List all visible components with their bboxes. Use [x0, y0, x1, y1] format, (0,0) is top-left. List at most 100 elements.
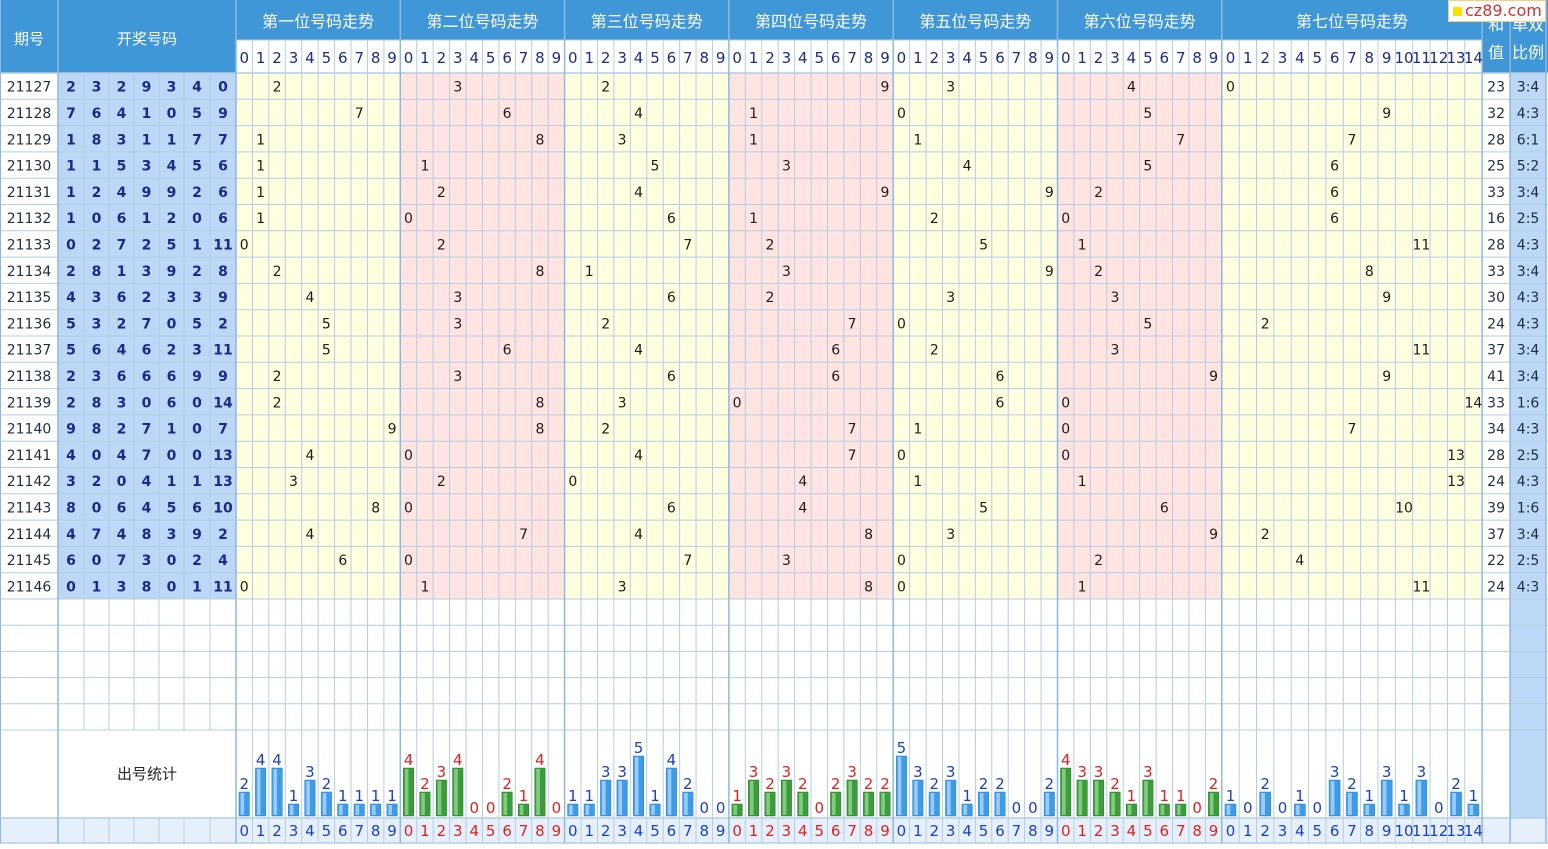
stat-bar-shine [782, 781, 787, 815]
draw-number-cell: 2 [66, 369, 76, 385]
draw-number-cell: 3 [92, 369, 102, 385]
trend-mark: 0 [897, 553, 906, 569]
stat-bar-shine [979, 793, 984, 815]
draw-number-cell: 8 [142, 527, 152, 543]
stat-count: 1 [1160, 787, 1170, 805]
stat-count: 2 [1045, 775, 1055, 793]
ratio-cell: 3:4 [1517, 527, 1540, 543]
trend-mark: 2 [437, 185, 446, 201]
stat-bar-shine [421, 793, 425, 815]
draw-number-cell: 3 [142, 553, 152, 569]
draw-number-cell: 11 [213, 343, 232, 359]
axis-digit-label: 7 [354, 822, 364, 840]
trend-mark: 6 [1330, 185, 1339, 201]
period-cell: 21146 [7, 579, 52, 595]
header-digit-label: 3 [1110, 49, 1120, 67]
header-bg-left [0, 0, 236, 73]
stat-bar [534, 767, 546, 817]
axis-digit-label: 1 [584, 822, 594, 840]
stat-count: 4 [404, 751, 414, 769]
stat-count: 2 [1260, 775, 1270, 793]
stat-count: 1 [568, 787, 578, 805]
stat-bar-shine [306, 781, 310, 815]
stat-count: 4 [535, 751, 545, 769]
stat-bar-shine [585, 805, 590, 815]
header-digit-label: 2 [765, 49, 775, 67]
draw-number-cell: 3 [167, 80, 177, 96]
trend-mark: 2 [930, 211, 939, 227]
stat-bar-shine [963, 805, 968, 815]
stat-count: 2 [765, 775, 775, 793]
trend-mark: 9 [881, 80, 890, 96]
header-digit-label: 0 [1226, 49, 1236, 67]
stat-bar-shine [454, 769, 458, 815]
stat-bar [1093, 779, 1105, 817]
trend-mark: 5 [651, 159, 660, 175]
draw-number-cell: 0 [92, 500, 102, 516]
sum-cell: 33 [1487, 395, 1505, 411]
trend-mark: 3 [618, 395, 627, 411]
trend-mark: 0 [1061, 211, 1070, 227]
header-digit-label: 4 [962, 49, 972, 67]
trend-mark: 2 [437, 237, 446, 253]
ratio-cell: 6:1 [1517, 132, 1540, 148]
trend-mark: 3 [782, 553, 791, 569]
watermark-text: cz89.com [1465, 1, 1542, 20]
header-digit-label: 8 [371, 49, 381, 67]
stat-bar-shine [1330, 781, 1335, 815]
stat-count: 2 [995, 775, 1005, 793]
axis-digit-label: 2 [765, 822, 775, 840]
trend-mark: 6 [667, 369, 676, 385]
ratio-cell: 4:3 [1517, 237, 1540, 253]
trend-mark: 2 [273, 80, 282, 96]
ratio-cell: 1:6 [1517, 500, 1540, 516]
axis-digit-label: 6 [1330, 822, 1340, 840]
trend-mark: 1 [1078, 474, 1087, 490]
stat-count: 2 [239, 775, 249, 793]
stat-bar [994, 791, 1006, 817]
period-cell: 21129 [7, 132, 52, 148]
period-cell: 21133 [7, 237, 52, 253]
stat-bar-shine [634, 757, 639, 815]
axis-digit-label: 1 [913, 822, 923, 840]
stat-bar-shine [519, 805, 524, 815]
draw-number-cell: 4 [117, 185, 127, 201]
stat-count: 1 [584, 787, 594, 805]
stat-count: 4 [667, 751, 677, 769]
stat-count: 2 [502, 775, 512, 793]
stat-bar [682, 791, 694, 817]
trend-mark: 3 [946, 290, 955, 306]
draw-number-cell: 1 [142, 106, 152, 122]
header-digit-label: 9 [552, 49, 562, 67]
trend-mark: 5 [322, 316, 331, 332]
trend-mark: 5 [322, 343, 331, 359]
axis-digit-label: 1 [1243, 822, 1253, 840]
stat-count: 0 [1312, 799, 1322, 817]
draw-number-cell: 6 [167, 369, 177, 385]
stat-bar [386, 803, 398, 817]
header-position-1: 第一位号码走势 [262, 12, 374, 31]
draw-number-cell: 2 [66, 264, 76, 280]
site-watermark[interactable]: cz89.com [1448, 0, 1546, 22]
draw-number-cell: 6 [117, 500, 127, 516]
trend-mark: 13 [1447, 474, 1465, 490]
draw-number-cell: 0 [167, 579, 177, 595]
stat-bar [419, 791, 431, 817]
draw-number-cell: 11 [213, 579, 232, 595]
stat-count: 0 [1012, 799, 1022, 817]
draw-number-cell: 9 [66, 422, 76, 438]
stat-count: 0 [1192, 799, 1202, 817]
trend-mark: 4 [634, 448, 643, 464]
draw-number-cell: 3 [167, 290, 177, 306]
draw-number-cell: 3 [142, 264, 152, 280]
draw-number-cell: 2 [192, 553, 202, 569]
draw-number-cell: 1 [117, 264, 127, 280]
stat-count: 1 [338, 787, 348, 805]
stat-bar [320, 791, 332, 817]
trend-mark: 2 [930, 343, 939, 359]
stat-bar-shine [569, 805, 573, 815]
trend-mark: 0 [897, 448, 906, 464]
trend-mark: 0 [568, 474, 577, 490]
trend-mark: 4 [798, 474, 807, 490]
